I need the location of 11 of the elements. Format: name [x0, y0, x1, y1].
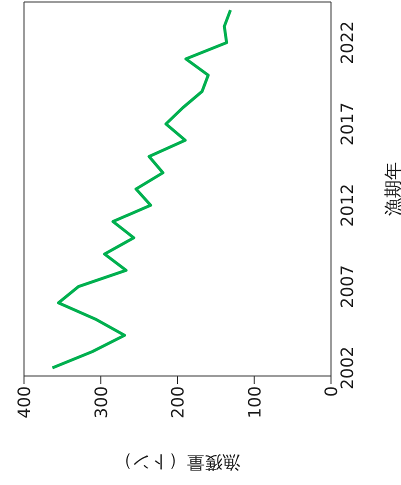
y-tick-label: 2002	[338, 346, 358, 390]
x-axis-title: 漁獲量（トン）	[114, 452, 240, 473]
y-axis-title: 漁期年	[383, 162, 401, 216]
x-tick-label: 400	[15, 386, 36, 418]
x-tick-label: 200	[168, 386, 189, 418]
y-tick-label: 2022	[338, 21, 358, 64]
y-tick-label: 2012	[338, 184, 358, 227]
x-tick-label: 100	[245, 386, 266, 418]
y-tick-label: 2007	[338, 264, 358, 308]
y-tick-label: 2017	[338, 102, 358, 146]
x-tick-label: 300	[92, 386, 112, 418]
